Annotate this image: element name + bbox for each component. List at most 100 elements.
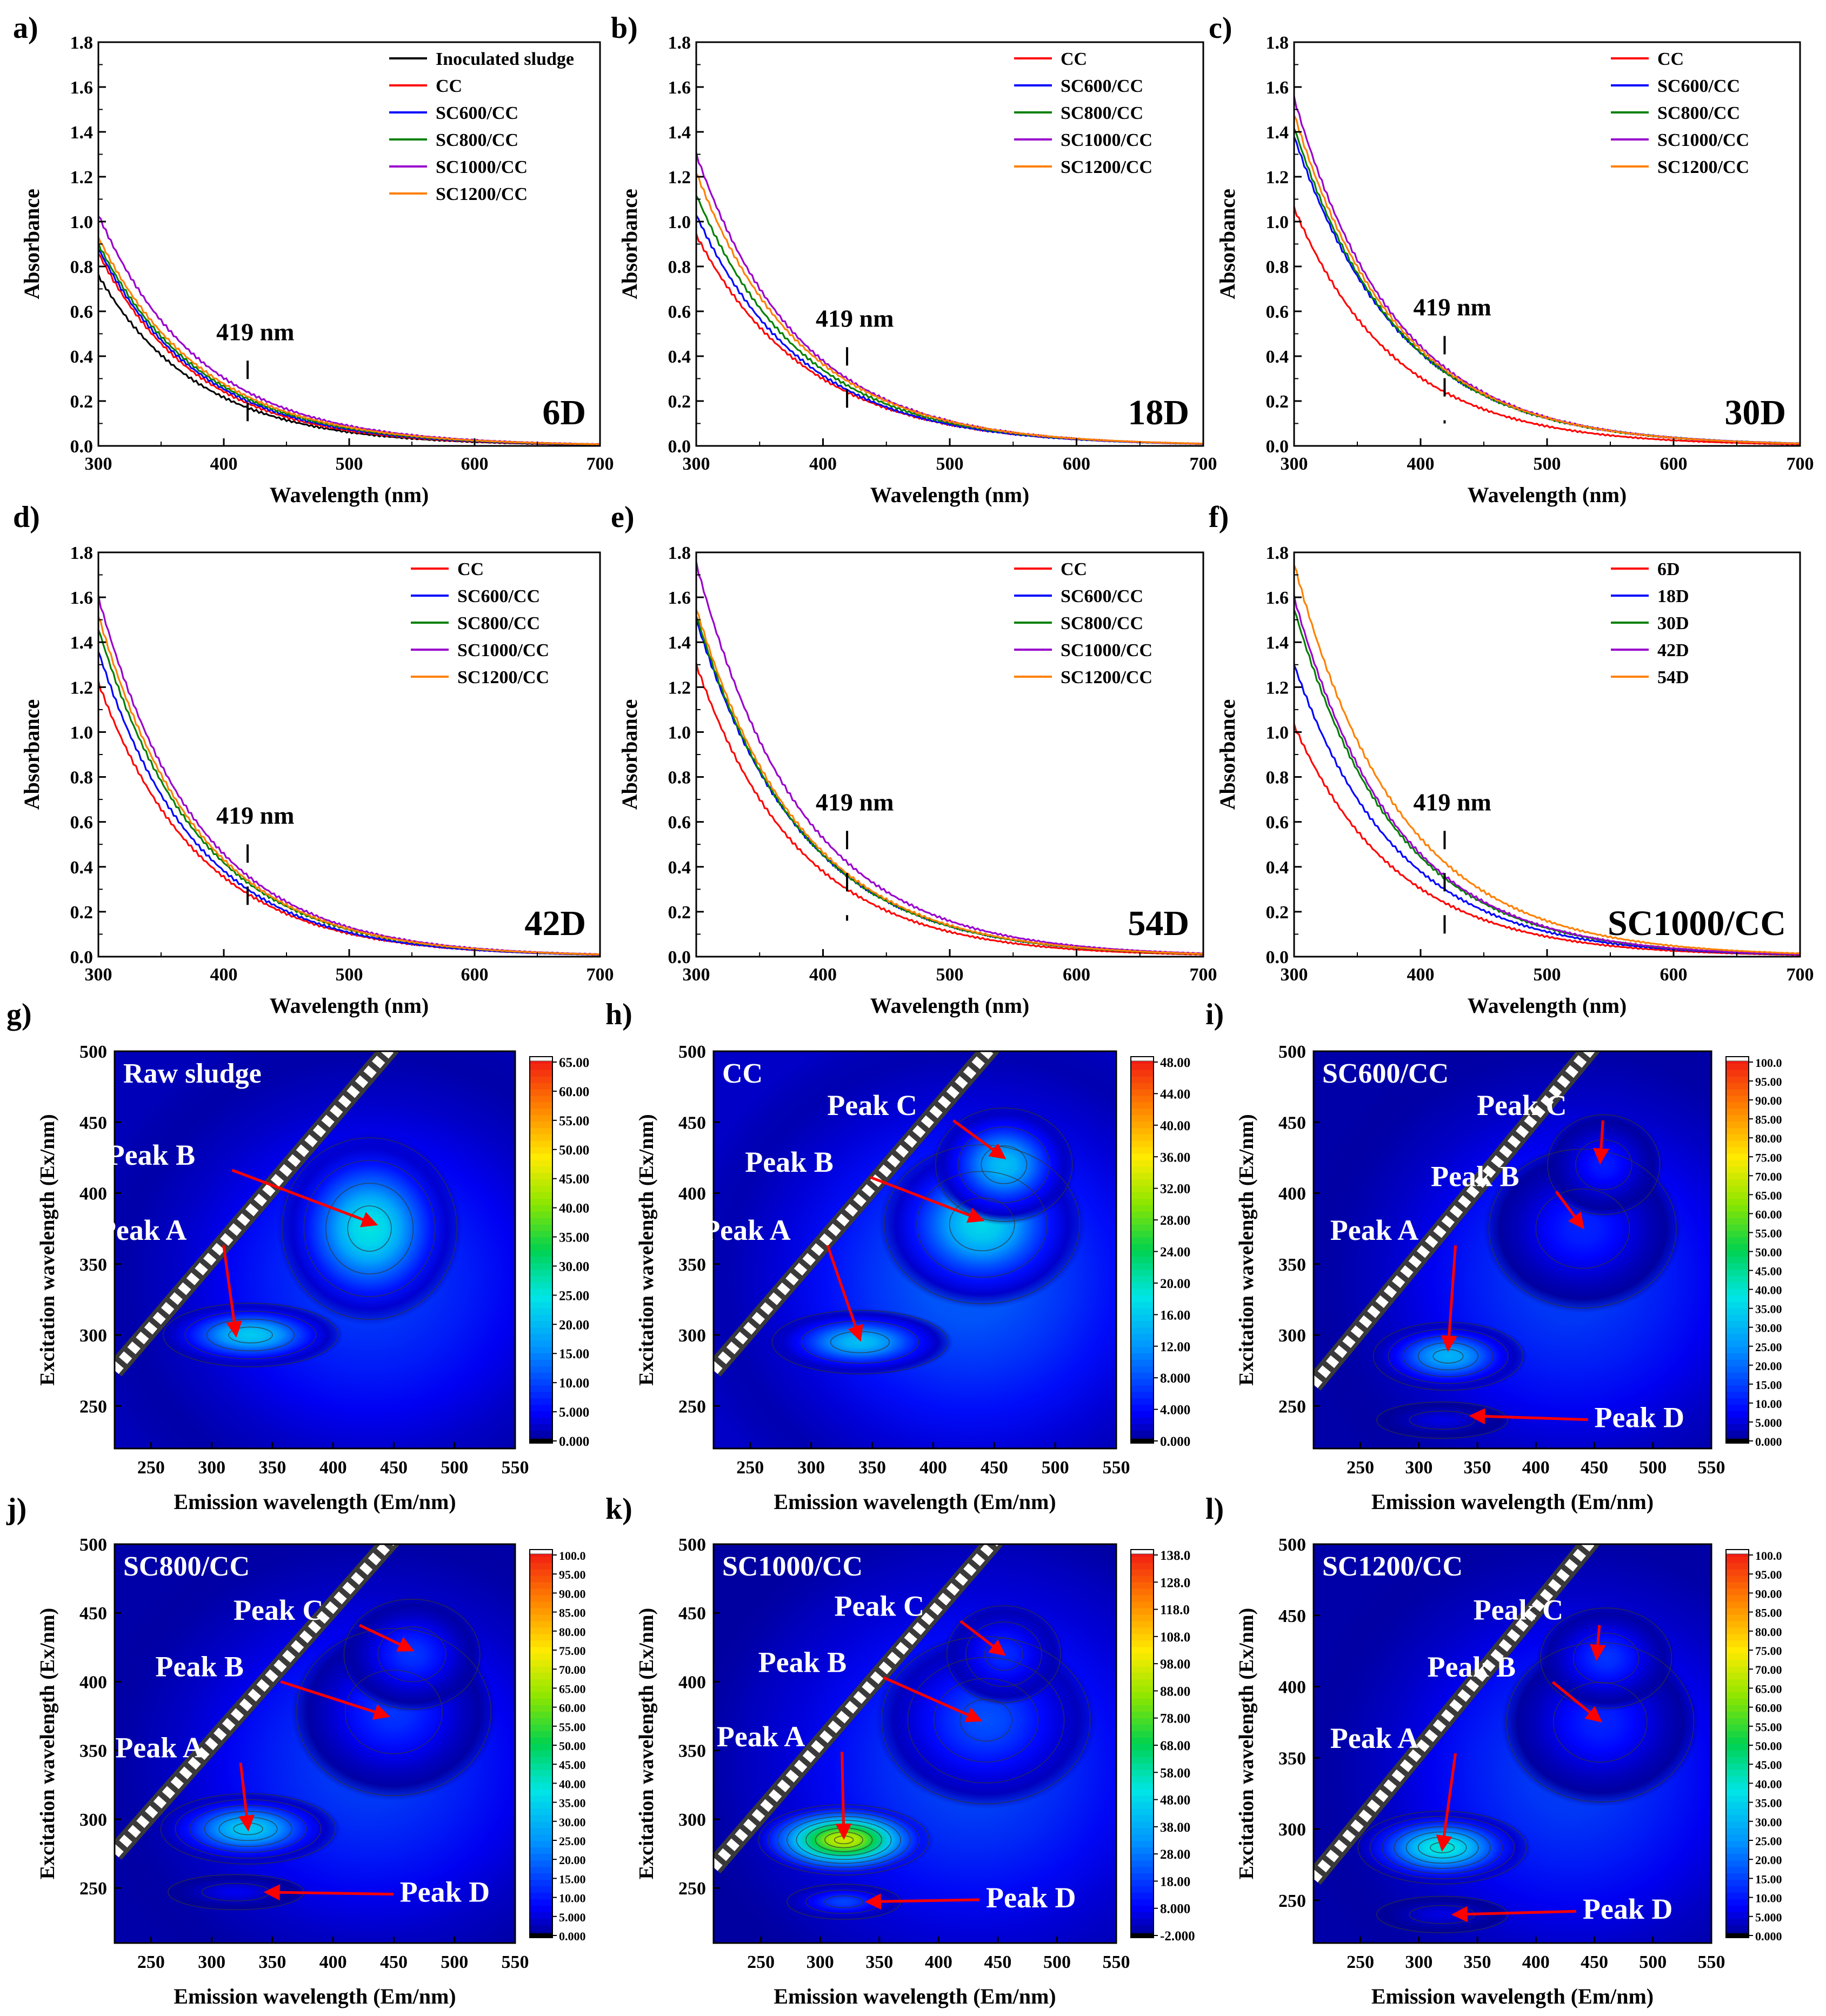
x-axis-label: Wavelength (nm) [270,993,429,1018]
peak-label: Peak C [835,1590,924,1622]
colorbar-segment [1726,1294,1749,1302]
colorbar-segment [530,1269,552,1276]
panel-label: b) [611,11,638,45]
legend-entry: SC1200/CC [457,667,549,687]
series-line-inoculated-sludge [97,273,601,446]
colorbar-label: 45.00 [559,1172,589,1187]
colorbar-segment [1131,1166,1154,1173]
colorbar-segment [530,1095,552,1103]
series-line-cc [695,663,1204,956]
colorbar-segment [1131,1320,1154,1328]
colorbar-label: 25.00 [1755,1834,1782,1848]
legend-entry: CC [436,76,462,96]
y-tick-label: 0.4 [70,858,94,878]
x-tick-label: 450 [380,1458,408,1478]
colorbar-segment [530,1756,552,1764]
colorbar-segment [1131,1873,1154,1880]
colorbar-label: 36.00 [1160,1150,1190,1165]
series-line-30d [1293,609,1801,956]
colorbar-segment [1131,1860,1154,1867]
colorbar-segment [1131,1879,1154,1887]
x-tick-label: 250 [747,1952,775,1972]
colorbar-segment [530,1788,552,1796]
colorbar-segment [1131,1353,1154,1360]
colorbar-segment [530,1404,552,1412]
x-axis-label: Emission wavelength (Em/nm) [1371,1490,1654,1514]
colorbar-segment [530,1327,552,1334]
x-tick-label: 600 [461,454,489,474]
colorbar-segment [530,1782,552,1790]
y-tick-label: 1.6 [668,588,691,608]
y-tick-label: 0.4 [668,347,691,367]
colorbar-segment [530,1224,552,1231]
colorbar-label: 80.00 [559,1625,586,1639]
colorbar-segment [530,1718,552,1725]
colorbar-segment [1726,1185,1749,1193]
y-tick-label: 1.8 [668,543,691,563]
day-label: 6D [542,393,586,432]
colorbar-max-cap [1725,1056,1749,1062]
y-tick-label: 450 [79,1604,107,1624]
colorbar-segment [530,1211,552,1218]
y-tick-label: 1.4 [1266,123,1289,143]
colorbar-segment [1131,1795,1154,1803]
series-line-sc1200-cc [1293,115,1801,445]
colorbar-segment [1726,1289,1749,1296]
colorbar-segment [1726,1847,1749,1854]
colorbar-segment [530,1659,552,1667]
colorbar-segment [1726,1724,1749,1731]
peak-peak-a [753,1802,935,1878]
colorbar-segment [1131,1756,1154,1764]
contour-line [206,1318,295,1352]
colorbar-segment [1726,1853,1749,1861]
colorbar-segment [1131,1925,1154,1932]
colorbar-segment [530,1430,552,1437]
peak-label: Peak B [745,1146,834,1178]
y-axis-label: Absorbance [1215,189,1239,299]
colorbar-min-cap [1131,1439,1154,1443]
colorbar-segment [1131,1276,1154,1283]
colorbar-label: 75.00 [1755,1644,1782,1658]
x-tick-label: 600 [1063,965,1090,985]
marker-annotation: 419 nm [216,802,294,829]
colorbar-segment [1131,1140,1154,1147]
peak-arrow [1555,1190,1584,1230]
colorbar-label: 50.00 [559,1143,589,1158]
colorbar-segment [530,1063,552,1070]
y-axis-label: Absorbance [19,189,44,299]
colorbar-label: 5.000 [1755,1416,1782,1430]
x-tick-label: 250 [137,1952,165,1972]
colorbar-segment [530,1411,552,1418]
colorbar-segment [530,1672,552,1680]
peak-peak-c [339,1596,484,1713]
y-tick-label: 250 [1278,1891,1306,1911]
colorbar-segment [530,1847,552,1854]
colorbar-segment [530,1121,552,1128]
marker-annotation: 419 nm [816,788,894,816]
y-tick-label: 1.0 [1266,723,1289,743]
colorbar-segment [1726,1256,1749,1264]
colorbar-segment [1131,1892,1154,1899]
colorbar-segment [1131,1269,1154,1276]
colorbar-min-cap [530,1439,552,1443]
colorbar-segment [530,1172,552,1180]
colorbar-min-cap [530,1933,552,1938]
y-tick-label: 0.0 [668,947,691,967]
x-tick-label: 300 [85,965,112,985]
colorbar-segment [1131,1737,1154,1744]
colorbar-segment [1131,1385,1154,1392]
colorbar-frame [1725,1549,1749,1938]
colorbar-segment [530,1372,552,1379]
x-tick-label: 400 [919,1458,947,1478]
panel-label: i) [1205,998,1224,1031]
plot-frame [1293,551,1801,958]
colorbar-label: 35.00 [559,1231,589,1245]
colorbar-label: 10.00 [559,1376,589,1391]
colorbar-segment [530,1153,552,1160]
day-label: 54D [1128,904,1189,943]
colorbar-segment [1726,1076,1749,1083]
colorbar-segment [1726,1250,1749,1257]
colorbar-segment [530,1750,552,1757]
colorbar-max-cap [1130,1056,1154,1062]
colorbar-segment [1726,1134,1749,1141]
